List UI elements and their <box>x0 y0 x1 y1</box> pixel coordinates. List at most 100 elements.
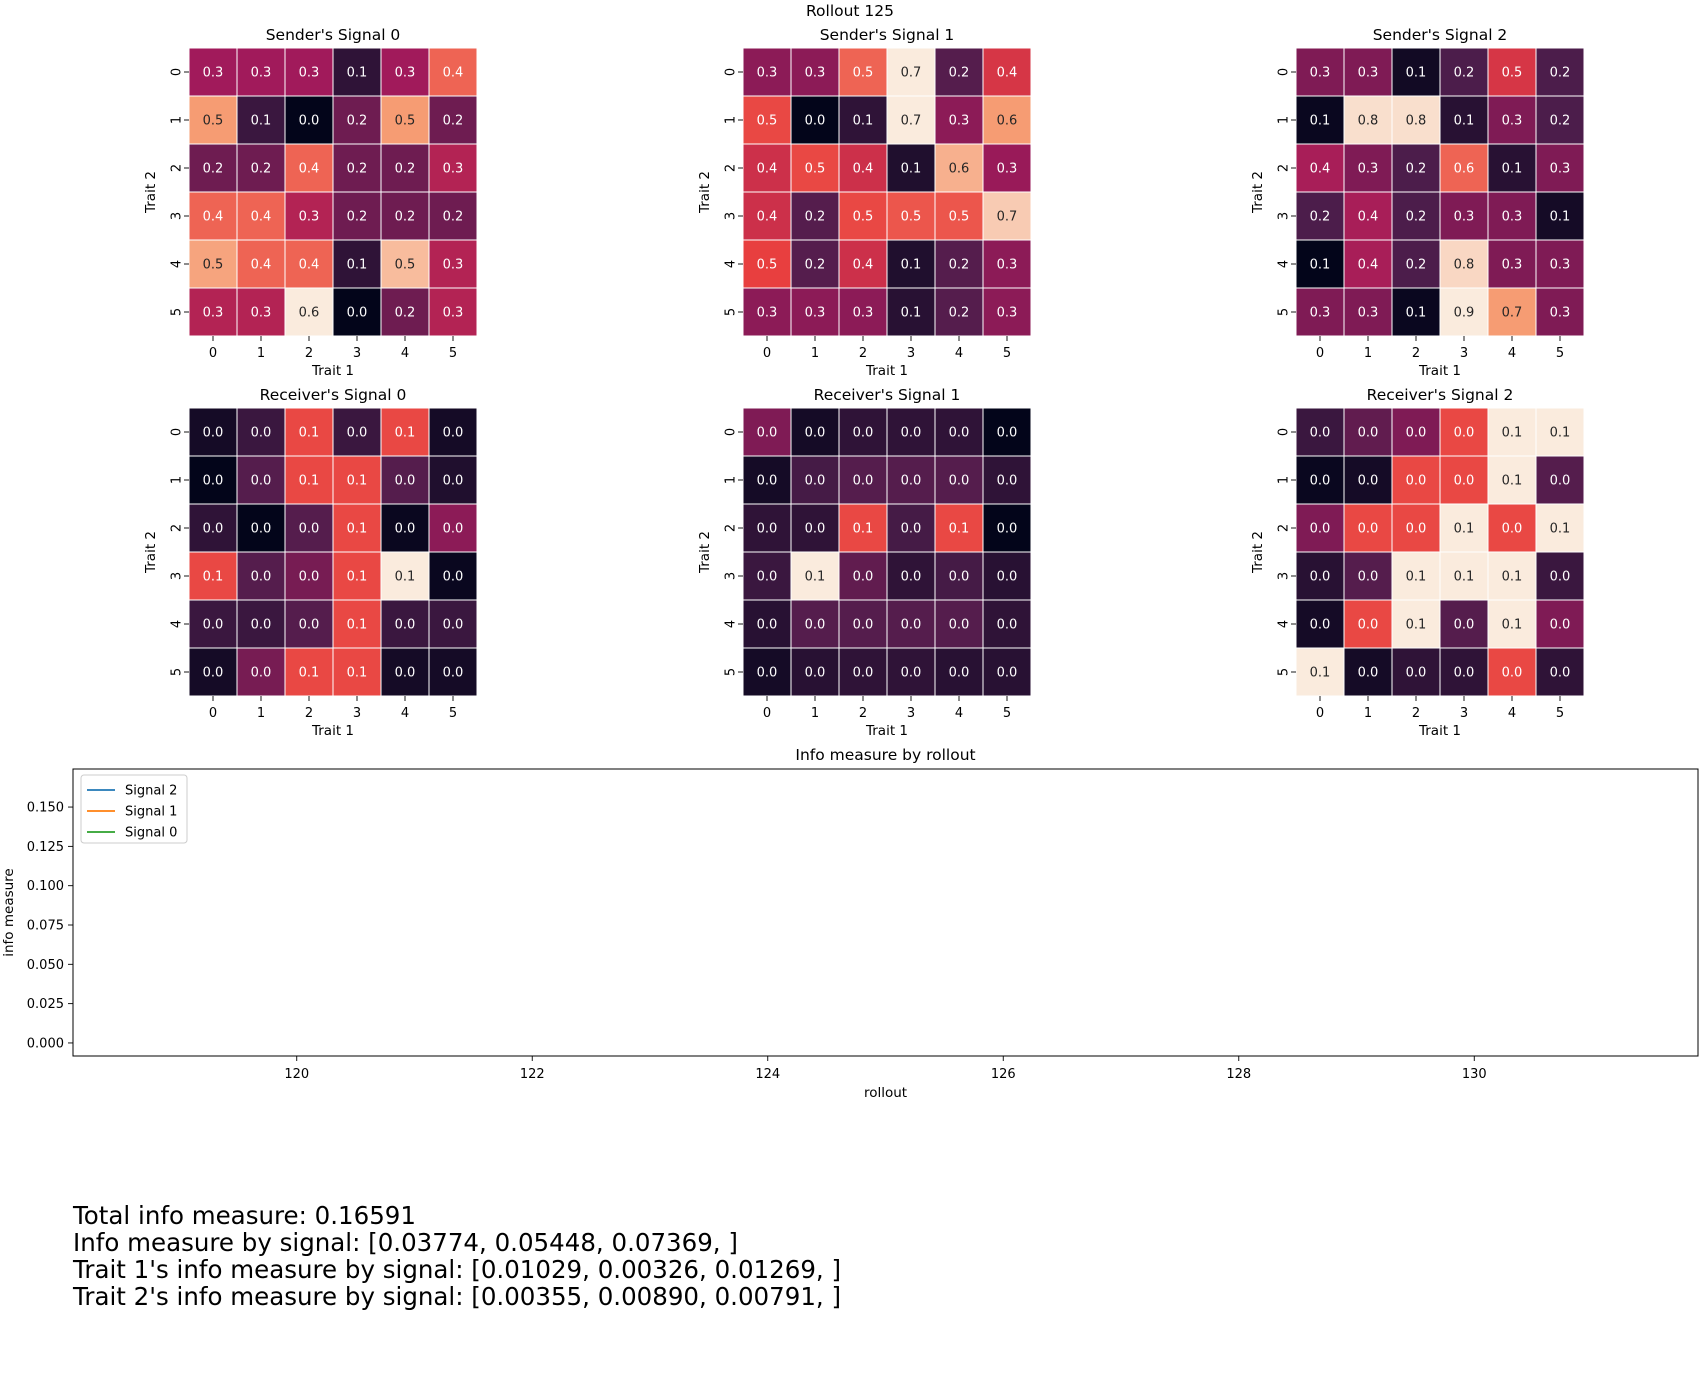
heatmap-cell <box>1439 503 1489 553</box>
heatmap-cell <box>380 143 430 193</box>
y-axis-label: Trait 2 <box>143 531 159 574</box>
heatmap-cell <box>886 551 936 601</box>
heatmap-cell <box>934 647 984 697</box>
heatmap-cell <box>380 455 430 505</box>
legend-label: Signal 2 <box>125 784 177 799</box>
heatmap-cell-label: 0.0 <box>901 522 922 537</box>
y-tick-label: 1 <box>170 116 185 124</box>
heatmap-cell-label: 0.0 <box>251 618 272 633</box>
heatmap-cell <box>1343 95 1393 145</box>
plot-area <box>72 768 1699 1057</box>
heatmap-cell <box>790 407 840 457</box>
y-axis-label: Trait 2 <box>143 171 159 214</box>
heatmap-cell-label: 0.1 <box>1310 114 1331 129</box>
heatmap-cell-label: 0.7 <box>1502 306 1523 321</box>
heatmap-cell-label: 0.3 <box>997 306 1018 321</box>
y-tick-label: 5 <box>1277 308 1292 316</box>
heatmap-cell-label: 0.1 <box>299 426 320 441</box>
heatmap-cell <box>790 551 840 601</box>
heatmap-cell-label: 0.5 <box>203 258 224 273</box>
heatmap-cell <box>428 407 478 457</box>
heatmap-cell <box>1343 47 1393 97</box>
heatmap-cell <box>1487 143 1537 193</box>
heatmap-cell-label: 0.1 <box>805 570 826 585</box>
heatmap-cell-label: 0.0 <box>251 474 272 489</box>
heatmap-cell <box>380 191 430 241</box>
heatmap-cell-label: 0.0 <box>1310 618 1331 633</box>
heatmap-cell <box>934 599 984 649</box>
heatmap-cell-label: 0.3 <box>997 162 1018 177</box>
x-tick-label: 2 <box>1412 346 1420 361</box>
heatmap-cell-label: 0.3 <box>1310 306 1331 321</box>
heatmap-cell-label: 0.0 <box>1358 474 1379 489</box>
heatmap-cell-label: 0.1 <box>299 666 320 681</box>
heatmap-cell-label: 0.2 <box>1310 210 1331 225</box>
heatmap-cell-label: 0.0 <box>1502 522 1523 537</box>
heatmap-cell-label: 0.0 <box>251 570 272 585</box>
heatmap-cell <box>1343 239 1393 289</box>
heatmap-cell-label: 0.1 <box>347 66 368 81</box>
heatmap-cell <box>428 95 478 145</box>
x-tick-label: 5 <box>449 706 457 721</box>
heatmap-cell-label: 0.0 <box>443 522 464 537</box>
heatmap-cell-label: 0.2 <box>949 66 970 81</box>
heatmap-cell <box>236 95 286 145</box>
y-tick-label: 2 <box>724 164 739 172</box>
heatmap-cell-label: 0.0 <box>901 618 922 633</box>
heatmap-cell-label: 0.3 <box>757 66 778 81</box>
heatmap-cell-label: 0.2 <box>805 258 826 273</box>
y-tick-label: 3 <box>1277 212 1292 220</box>
heatmap-cell-label: 0.2 <box>1550 66 1571 81</box>
heatmap-cell-label: 0.0 <box>395 666 416 681</box>
heatmap-cell-label: 0.4 <box>299 258 320 273</box>
heatmap-cell <box>428 455 478 505</box>
heatmap-cell <box>742 647 792 697</box>
heatmap-cell <box>188 407 238 457</box>
heatmap-cell <box>790 287 840 337</box>
heatmap-cell <box>1439 599 1489 649</box>
heatmap-cell-label: 0.3 <box>1358 306 1379 321</box>
x-tick-label: 5 <box>1003 346 1011 361</box>
heatmap-cell <box>742 407 792 457</box>
y-tick-label: 2 <box>724 524 739 532</box>
heatmap-cell <box>886 95 936 145</box>
heatmap-cell-label: 0.4 <box>853 162 874 177</box>
heatmap-cell-label: 0.0 <box>901 474 922 489</box>
x-tick-label: 4 <box>401 346 409 361</box>
x-tick-label: 4 <box>1508 706 1516 721</box>
heatmap-cell <box>284 599 334 649</box>
heatmap-panel: Sender's Signal 1 0.3 0.3 0.5 0.7 0.2 0.4 0.5 0.… <box>697 26 1032 379</box>
heatmap-cell <box>982 551 1032 601</box>
x-axis-label: Trait 1 <box>311 723 354 739</box>
heatmap-cell-label: 0.0 <box>1454 426 1475 441</box>
heatmap-cell-label: 0.1 <box>1454 522 1475 537</box>
heatmap-cell-label: 0.1 <box>1550 210 1571 225</box>
heatmap-cell <box>1295 647 1345 697</box>
figure-title: Rollout 125 <box>806 2 894 20</box>
x-tick-label: 5 <box>1003 706 1011 721</box>
heatmap-cell-label: 0.0 <box>1406 426 1427 441</box>
heatmap-cell-label: 0.5 <box>949 210 970 225</box>
heatmap-cell <box>332 95 382 145</box>
heatmap-cell-label: 0.4 <box>299 162 320 177</box>
heatmap-cell-label: 0.0 <box>299 570 320 585</box>
heatmap-cell <box>1535 95 1585 145</box>
heatmap-cell-label: 0.1 <box>1406 618 1427 633</box>
heatmap-cell <box>1391 599 1441 649</box>
heatmap-cell-label: 0.1 <box>1502 570 1523 585</box>
heatmap-cell <box>284 551 334 601</box>
heatmap-cell-label: 0.0 <box>853 618 874 633</box>
y-tick-label: 4 <box>170 260 185 268</box>
heatmap-cell <box>838 551 888 601</box>
y-axis-label: Trait 2 <box>697 171 713 214</box>
heatmap-cell <box>838 239 888 289</box>
heatmap-cell-label: 0.0 <box>1310 570 1331 585</box>
heatmap-cell <box>236 503 286 553</box>
heatmap-cell <box>982 287 1032 337</box>
heatmap-cell-label: 0.0 <box>1550 474 1571 489</box>
heatmap-cell-label: 0.5 <box>853 210 874 225</box>
heatmap-cell-label: 0.1 <box>203 570 224 585</box>
heatmap-cell <box>380 239 430 289</box>
heatmap-cell <box>1535 287 1585 337</box>
heatmap-cell-label: 0.4 <box>251 210 272 225</box>
